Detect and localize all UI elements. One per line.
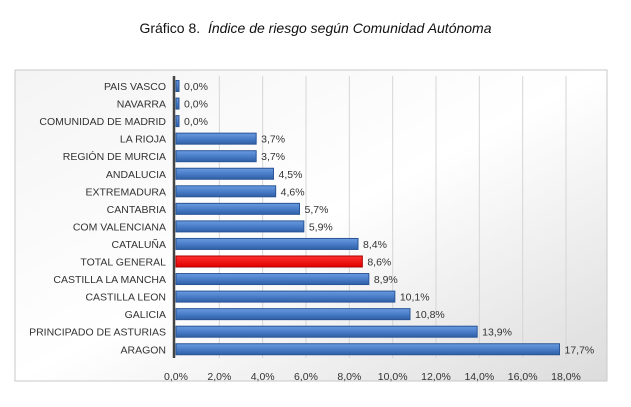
data-label: 10,1%: [400, 292, 430, 304]
bar-castilla-leon: [175, 290, 396, 303]
category-label: PRINCIPADO DE ASTURIAS: [29, 327, 166, 339]
bar-la-rioja: [175, 132, 257, 145]
bar-galicia: [175, 308, 411, 321]
x-tick-label: 6,0%: [294, 371, 318, 383]
x-tick-label: 0,0%: [164, 371, 188, 383]
x-tick-label: 4,0%: [251, 371, 275, 383]
data-label: 5,7%: [305, 204, 329, 216]
category-label: LA RIOJA: [120, 134, 166, 146]
chart-title: Gráfico 8. Índice de riesgo según Comuni…: [0, 20, 631, 36]
category-label: COM VALENCIANA: [73, 221, 166, 233]
data-label: 4,6%: [281, 186, 305, 198]
category-label: EXTREMADURA: [85, 186, 166, 198]
bar-aragon: [175, 343, 560, 356]
bar-comunidad-de-madrid: [175, 115, 180, 128]
bar-principado-de-asturias: [175, 325, 478, 338]
data-label: 10,8%: [415, 309, 445, 321]
x-tick-label: 14,0%: [464, 371, 494, 383]
data-label: 0,0%: [184, 81, 208, 93]
category-label: CANTABRIA: [107, 204, 166, 216]
bar-cataluña: [175, 237, 359, 250]
category-label: CASTILLA LA MANCHA: [53, 274, 166, 286]
data-label: 17,7%: [565, 344, 595, 356]
bar-total-general: [175, 255, 363, 268]
x-tick-label: 16,0%: [508, 371, 538, 383]
data-label: 0,0%: [184, 99, 208, 111]
category-label: PAIS VASCO: [104, 81, 166, 93]
category-label: REGIÓN DE MURCIA: [63, 150, 166, 163]
bar-pais-vasco: [175, 80, 180, 92]
bar-castilla-la-mancha: [175, 273, 370, 286]
data-label: 3,7%: [261, 151, 285, 163]
bar-cantabria: [175, 202, 300, 215]
category-label: GALICIA: [125, 309, 166, 321]
bar-extremadura: [175, 185, 277, 198]
bar-región-de-murcia: [175, 150, 257, 163]
title-prefix: Gráfico 8.: [139, 20, 201, 36]
bar-com-valenciana: [175, 220, 305, 233]
category-label: COMUNIDAD DE MADRID: [39, 116, 166, 128]
data-label: 0,0%: [184, 116, 208, 128]
category-label: ANDALUCIA: [106, 169, 166, 181]
category-label: TOTAL GENERAL: [80, 257, 166, 269]
category-label: CASTILLA LEON: [85, 292, 166, 304]
x-tick-label: 18,0%: [551, 371, 581, 383]
x-tick-label: 2,0%: [207, 371, 231, 383]
category-label: ARAGON: [120, 344, 166, 356]
data-label: 8,4%: [363, 239, 387, 251]
category-label: CATALUÑA: [112, 238, 166, 251]
data-label: 3,7%: [261, 134, 285, 146]
title-text: Índice de riesgo según Comunidad Autónom…: [207, 20, 492, 36]
x-tick-label: 10,0%: [378, 371, 408, 383]
x-tick-label: 12,0%: [421, 371, 451, 383]
data-label: 4,5%: [279, 169, 303, 181]
data-label: 13,9%: [482, 327, 512, 339]
x-tick-label: 8,0%: [337, 371, 361, 383]
category-label: NAVARRA: [117, 99, 166, 111]
data-label: 8,6%: [367, 257, 391, 269]
bar-navarra: [175, 97, 180, 110]
bar-andalucia: [175, 167, 274, 180]
data-label: 5,9%: [309, 221, 333, 233]
data-label: 8,9%: [374, 274, 398, 286]
